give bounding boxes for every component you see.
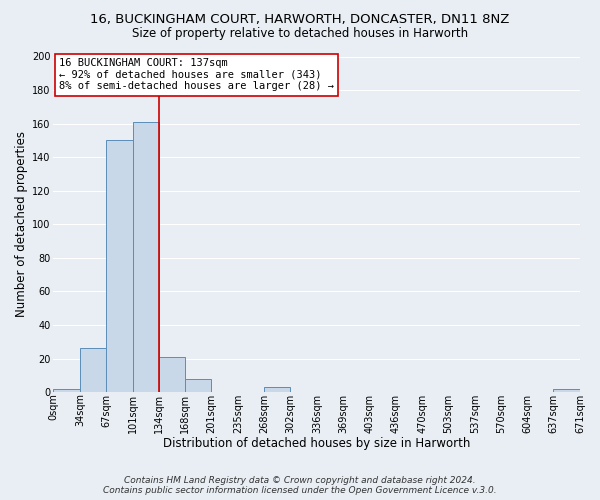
Bar [185,378,211,392]
Bar [53,388,80,392]
Text: Size of property relative to detached houses in Harworth: Size of property relative to detached ho… [132,28,468,40]
Text: Contains HM Land Registry data © Crown copyright and database right 2024.
Contai: Contains HM Land Registry data © Crown c… [103,476,497,495]
Bar [80,348,106,392]
Bar [106,140,133,392]
Y-axis label: Number of detached properties: Number of detached properties [15,132,28,318]
Text: 16, BUCKINGHAM COURT, HARWORTH, DONCASTER, DN11 8NZ: 16, BUCKINGHAM COURT, HARWORTH, DONCASTE… [91,12,509,26]
X-axis label: Distribution of detached houses by size in Harworth: Distribution of detached houses by size … [163,437,470,450]
Bar [553,388,580,392]
Bar [158,357,185,392]
Text: 16 BUCKINGHAM COURT: 137sqm
← 92% of detached houses are smaller (343)
8% of sem: 16 BUCKINGHAM COURT: 137sqm ← 92% of det… [59,58,334,92]
Bar [133,122,158,392]
Bar [264,387,290,392]
